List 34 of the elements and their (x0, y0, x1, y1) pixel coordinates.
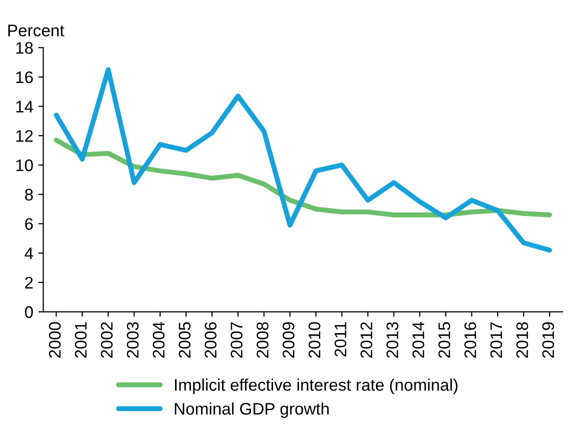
x-tick-label: 2015 (438, 322, 450, 358)
y-tick-label: 6 (25, 218, 33, 230)
y-tick-label: 8 (25, 188, 33, 201)
y-tick-label: 14 (16, 100, 34, 112)
y-tick-label: 16 (16, 71, 33, 84)
y-tick-label: 10 (16, 159, 33, 172)
x-tick-label: 2014 (412, 322, 424, 358)
x-tick-label: 2004 (152, 322, 165, 358)
x-tick-label: 2018 (516, 322, 528, 358)
x-tick-label: 2009 (282, 322, 294, 358)
y-tick-label: 0 (24, 306, 33, 318)
x-tick-label: 2016 (464, 322, 476, 358)
x-tick-label: 2006 (204, 322, 217, 358)
legend-label: Implicit effective interest rate (nominal) (175, 378, 458, 394)
x-tick-label: 2008 (256, 322, 268, 358)
line-series (54, 67, 552, 253)
x-tick-label: 2013 (386, 322, 398, 358)
x-tick-label: 2011 (334, 322, 346, 356)
x-tick-label: 2017 (490, 322, 502, 358)
x-tick-label: 2005 (178, 322, 191, 358)
x-tick-label: 2019 (542, 322, 554, 358)
y-tick-label: 4 (24, 248, 34, 260)
x-tick-label: 2007 (230, 322, 242, 358)
y-tick-label: 12 (16, 130, 33, 142)
x-tick-label: 2001 (74, 322, 87, 358)
x-tick-label: 2003 (126, 322, 139, 358)
x-tick-label: 2002 (100, 322, 113, 358)
legend-label: Nominal GDP growth (174, 402, 329, 418)
y-tick-label: 18 (16, 42, 33, 54)
y-tick-label: 2 (25, 276, 33, 288)
x-tick-label: 2010 (308, 322, 320, 358)
y-axis-title: Percent (8, 24, 64, 36)
x-tick-label: 2000 (48, 322, 61, 358)
x-tick-label: 2012 (360, 322, 372, 358)
